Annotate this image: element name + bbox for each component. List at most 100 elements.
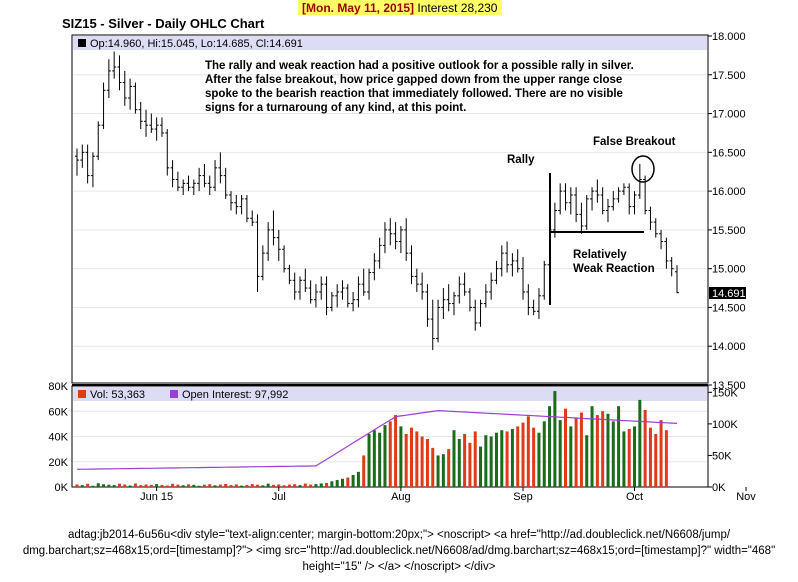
volume-bar xyxy=(415,431,419,487)
ohlc-bar xyxy=(467,288,472,312)
volume-bar xyxy=(293,484,297,487)
volume-bar xyxy=(356,471,360,487)
volume-bar xyxy=(633,426,637,487)
volume-bar xyxy=(447,449,451,487)
ohlc-bar xyxy=(478,299,483,327)
ohlc-bar xyxy=(101,82,106,130)
volume-bar xyxy=(585,435,589,487)
commentary-line-3: spoke to the bearish reaction that immed… xyxy=(205,88,623,100)
volume-bar xyxy=(505,431,509,487)
volume-bar xyxy=(144,484,148,487)
volume-bar xyxy=(335,480,339,487)
ohlc-bar xyxy=(191,179,196,195)
weak-reaction-label-1: Relatively xyxy=(573,249,627,261)
ohlc-bar xyxy=(197,167,202,192)
volume-bar xyxy=(431,447,435,487)
ohlc-bar xyxy=(521,257,526,300)
ohlc-bar xyxy=(159,117,164,137)
ohlc-bar xyxy=(483,284,488,308)
ohlc-bar xyxy=(382,222,387,254)
volume-bar xyxy=(234,484,238,487)
ohlc-bar xyxy=(451,291,456,316)
volume-bar xyxy=(213,485,217,487)
volume-bar xyxy=(340,478,344,487)
volume-bar xyxy=(553,391,557,487)
price-tick-label: 18.000 xyxy=(712,31,746,43)
ohlc-bar xyxy=(473,299,478,331)
ohlc-bar xyxy=(213,160,218,192)
volume-bar xyxy=(287,484,291,487)
ohlc-bar xyxy=(367,268,372,300)
ohlc-bar xyxy=(223,167,228,199)
ohlc-bar xyxy=(632,191,637,215)
volume-bar xyxy=(367,433,371,487)
ohlc-bar xyxy=(207,175,212,195)
ohlc-bar xyxy=(186,175,191,192)
ohlc-bar xyxy=(181,179,186,195)
ohlc-legend-swatch xyxy=(78,39,86,47)
ohlc-bar xyxy=(340,280,345,300)
volume-bar xyxy=(240,485,244,487)
ohlc-bar xyxy=(536,288,541,320)
ohlc-bar xyxy=(669,257,674,277)
ohlc-bar xyxy=(579,202,584,234)
weak-reaction-label-2: Weak Reaction xyxy=(573,263,655,275)
volume-bar xyxy=(266,483,270,487)
ohlc-bar xyxy=(287,264,292,285)
ohlc-bar xyxy=(112,51,117,79)
price-panel xyxy=(71,34,709,384)
volume-bar xyxy=(383,425,387,487)
ad-tag-footer: adtag:jb2014-6u56u<div style="text-align… xyxy=(0,527,798,575)
ohlc-bar xyxy=(621,183,626,195)
volume-bar xyxy=(548,406,552,487)
volume-bar xyxy=(298,485,302,487)
ohlc-bar xyxy=(239,194,244,215)
volume-bar xyxy=(197,485,201,487)
price-tick-label: 17.000 xyxy=(712,109,746,121)
ohlc-bar xyxy=(568,187,573,215)
volume-legend: Vol: 53,363 xyxy=(90,389,145,401)
ohlc-bar xyxy=(664,237,669,269)
ohlc-bar xyxy=(356,276,361,308)
false-breakout-circle xyxy=(631,155,655,183)
volume-bar xyxy=(563,408,567,487)
ohlc-bar xyxy=(372,253,377,281)
volume-bar xyxy=(611,421,615,487)
volume-bar xyxy=(102,484,106,487)
ohlc-bar xyxy=(271,210,276,246)
ohlc-bar xyxy=(494,260,499,285)
ohlc-legend: Op:14.960, Hi:15.045, Lo:14.685, Cl:14.6… xyxy=(90,38,303,50)
volume-bar xyxy=(489,436,493,487)
volume-bar xyxy=(117,483,121,487)
volume-bar xyxy=(468,442,472,487)
price-tick-label: 13.500 xyxy=(712,380,746,392)
oi-right-tick-label: 100K xyxy=(712,419,738,431)
volume-bar xyxy=(112,485,116,487)
ohlc-legend-bar xyxy=(73,36,707,50)
volume-bar xyxy=(86,483,90,487)
ohlc-bar xyxy=(393,222,398,250)
ohlc-bar xyxy=(154,117,159,141)
ohlc-bar xyxy=(515,249,520,273)
price-tick-label: 16.000 xyxy=(712,186,746,198)
ohlc-bar xyxy=(75,148,79,176)
ohlc-bar xyxy=(611,191,616,211)
price-axis: 18.000 17.500 17.000 16.500 16.000 15.500 15.0… xyxy=(708,31,746,392)
volume-bar xyxy=(617,406,621,487)
volume-bar xyxy=(160,484,164,487)
ohlc-bar xyxy=(234,194,239,215)
volume-bar xyxy=(165,485,169,487)
ohlc-bar xyxy=(255,214,260,292)
volume-bar xyxy=(330,481,334,487)
volume-bar xyxy=(309,484,313,487)
volume-bar xyxy=(378,432,382,487)
x-tick-label: Oct xyxy=(626,491,643,503)
volume-bar xyxy=(452,430,456,487)
ohlc-bar xyxy=(574,187,579,223)
ohlc-bar xyxy=(133,82,138,114)
volume-bar xyxy=(128,485,132,487)
ohlc-bar xyxy=(324,276,329,316)
ohlc-bar xyxy=(80,144,85,168)
volume-bar xyxy=(224,483,228,487)
header-date: [Mon. May 11, 2015] Interest 28,230 xyxy=(302,1,498,15)
